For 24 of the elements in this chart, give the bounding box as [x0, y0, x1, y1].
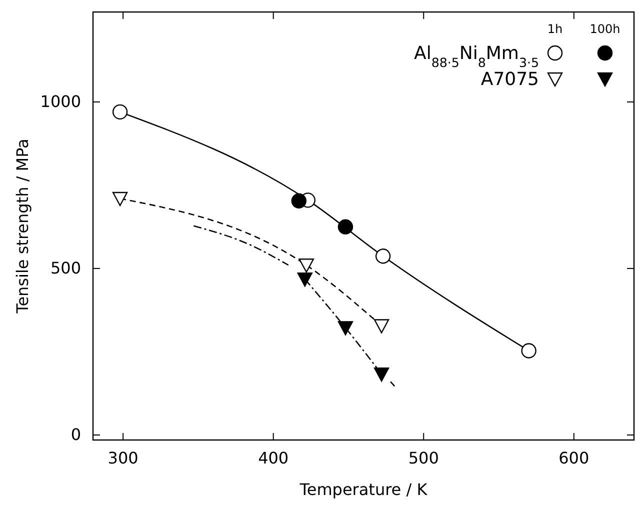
y-tick-label: 1000	[40, 92, 81, 112]
y-tick-label: 0	[70, 425, 81, 444]
point	[112, 104, 128, 120]
y-axis-title: Tensile strength / MPa	[13, 138, 32, 314]
annotation: 1h	[547, 22, 563, 36]
point	[338, 219, 354, 234]
point	[297, 272, 312, 287]
point	[521, 343, 536, 358]
legend-label: Al$_{88·5}$Ni$_{8}$Mm$_{3·5}$	[414, 43, 539, 70]
x-tick-label: 600	[558, 448, 590, 468]
x-tick-label: 300	[108, 448, 138, 468]
x-tick-label: 500	[408, 448, 439, 468]
annotation: 100h	[590, 22, 620, 36]
point	[291, 193, 306, 208]
legend-label: A7075	[480, 69, 539, 90]
x-tick-label: 400	[258, 448, 289, 468]
point	[374, 319, 390, 334]
y-tick-label: 500	[50, 258, 81, 278]
point	[298, 258, 314, 273]
point	[375, 248, 391, 264]
point	[374, 367, 390, 382]
x-axis-title: Temperature / K	[298, 480, 428, 499]
point	[112, 192, 128, 206]
point	[338, 321, 354, 336]
